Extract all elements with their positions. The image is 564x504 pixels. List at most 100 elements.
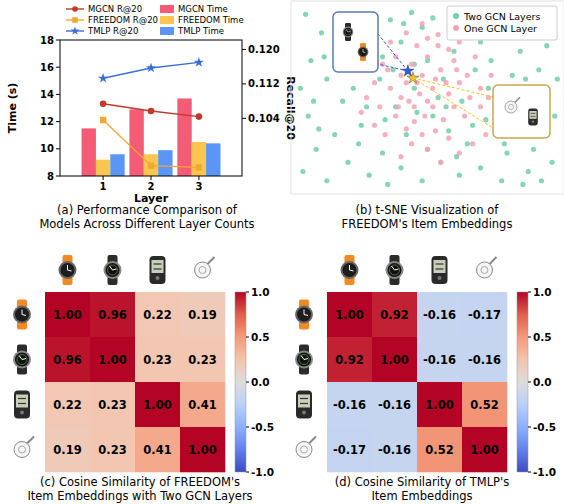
bezel [358,47,369,58]
point [377,76,382,81]
hand [22,310,23,315]
point [441,117,446,122]
point [398,165,403,170]
hand [395,269,399,270]
tick-label: 0.0 [533,376,552,388]
item-icon [343,23,354,41]
connector [413,78,493,128]
face [344,28,352,36]
cell [417,292,462,337]
body [296,391,312,419]
axis-label: Time (s) [6,83,19,134]
point [324,76,329,81]
point [520,182,525,187]
data-label: -0.17 [333,443,366,457]
point [523,76,528,81]
bar [158,150,172,176]
point [420,178,425,183]
point [470,141,475,146]
item-icon [104,255,122,285]
button [156,276,160,280]
screen [434,260,446,273]
item-icon [295,345,313,375]
data-label: 0.23 [143,353,171,367]
point [351,86,356,91]
cell [417,382,462,427]
connector [378,64,408,71]
point [457,150,462,155]
point [359,123,364,128]
ring [390,265,400,275]
point [465,141,470,146]
hand [19,356,22,360]
tail [309,437,316,444]
point [314,147,319,152]
data-label: 0.92 [335,353,363,367]
body [432,256,448,284]
screen [16,395,28,408]
ring [345,29,351,35]
digits [531,116,536,117]
connector [378,34,408,71]
point [414,43,419,48]
point [504,150,509,155]
tick [528,382,531,383]
digits [154,268,162,269]
line [103,62,199,78]
bezel [59,261,77,279]
cell [90,427,135,472]
tick-label: 18 [40,35,54,46]
tick-label: -1.0 [251,466,274,478]
marker [146,63,156,73]
insets [333,12,550,138]
point [367,173,372,178]
digits [18,403,26,404]
sensor-core [481,267,488,274]
item-icon [14,437,34,458]
tick [56,67,60,68]
sensor-core [19,446,26,453]
point [473,67,478,72]
point [478,86,483,91]
tail [490,257,497,264]
hand [110,266,113,270]
bezel [386,261,404,279]
heatmap [45,292,225,472]
tick-label: 3 [195,181,202,192]
cell [45,427,90,472]
point [478,165,483,170]
item-icon [341,255,359,285]
legend-marker [72,17,78,23]
tick [246,427,249,428]
cell [135,427,180,472]
point [478,104,483,109]
item-icon [358,43,369,61]
tick-label: 10 [40,143,54,154]
point [412,119,417,124]
data-label: 1.00 [470,443,498,457]
cell [90,292,135,337]
point [539,178,544,183]
legend-label: One GCN Layer [464,23,537,34]
bezel [295,306,313,324]
point [404,132,409,137]
digits [300,403,308,404]
bezel [104,261,122,279]
tick [198,176,199,180]
point [499,178,504,183]
point [489,73,494,78]
point [457,80,462,85]
face [297,353,311,367]
item-icon [14,391,30,419]
tick-label: 0.104 [248,113,280,124]
point [446,91,451,96]
marker [98,73,108,83]
point [398,95,403,100]
point [459,99,464,104]
point [425,147,430,152]
hand [22,359,26,360]
point [451,58,456,63]
cell [417,337,462,382]
inset-box [333,12,378,72]
point [303,12,308,17]
